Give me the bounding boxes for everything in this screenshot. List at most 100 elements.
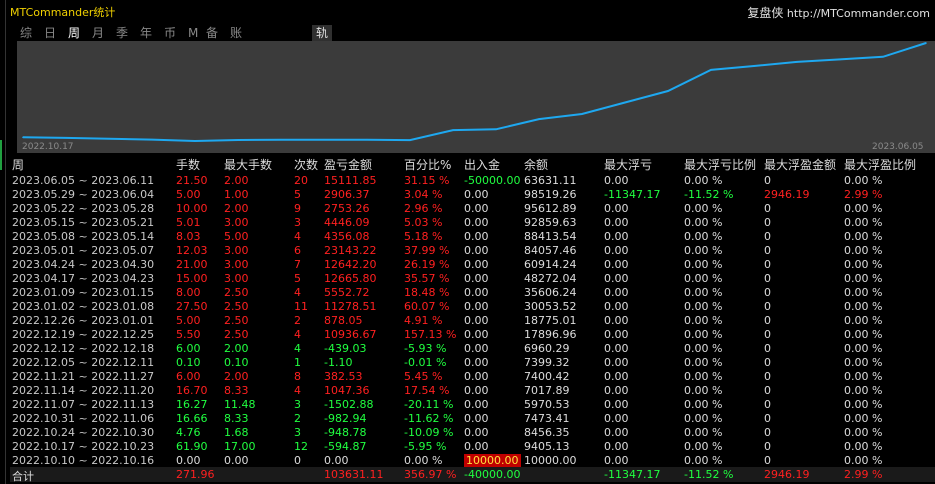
cell-max-lots: 0.10 [224,356,249,369]
column-header[interactable]: 次数 [294,158,319,172]
column-header[interactable]: 手数 [176,158,201,172]
cell-pnl: 4356.08 [324,230,370,243]
cell-max-dd: 0.00 [604,300,629,313]
cell-balance: 92859.63 [524,216,577,229]
cell-pnl: 15111.85 [324,174,377,187]
cell-max-fp: 0 [764,342,771,355]
cell-lots: 0.00 [176,454,201,467]
cell-max-dd: 0.00 [604,412,629,425]
table-row[interactable]: 2022.10.31 ~ 2022.11.06 16.66 8.33 2 -982.94… [10,412,935,426]
column-header[interactable]: 出入金 [464,158,501,172]
left-edge-strip [0,0,5,484]
cell-max-dd: 0.00 [604,454,629,467]
brand-url[interactable]: http://MTCommander.com [786,7,930,20]
tab-3[interactable]: 月 [92,26,105,40]
tab-10[interactable]: 轨迹 [312,25,333,56]
cell-week: 2022.10.10 ~ 2022.10.16 [12,454,155,467]
tab-2[interactable]: 周 [68,26,81,40]
cell-pnl: -594.87 [324,440,367,453]
table-row[interactable]: 2022.11.21 ~ 2022.11.27 6.00 2.00 8 382.53 5.… [10,370,935,384]
cell-pnl: 2906.37 [324,188,370,201]
column-header[interactable]: 百分比% [404,158,452,172]
cell-pct: -20.11 % [404,398,454,411]
cell-flow: 0.00 [464,202,489,215]
equity-point [710,69,712,71]
cell-count: 5 [294,188,301,201]
equity-point [65,137,67,139]
cell-flow: 0.00 [464,426,489,439]
table-row[interactable]: 2023.05.15 ~ 2023.05.21 5.01 3.00 3 4446.09 5… [10,216,935,230]
total-pct: 356.97 % [404,468,457,481]
table-row[interactable]: 2023.05.08 ~ 2023.05.14 8.03 5.00 4 4356.08 5… [10,230,935,244]
cell-pct: 31.15 % [404,174,450,187]
cell-pct: -10.09 % [404,426,454,439]
tab-6[interactable]: 币 [164,26,177,40]
cell-max-dd: 0.00 [604,272,629,285]
cell-count: 11 [294,300,308,313]
cell-max-fp-pct: 0.00 % [844,342,883,355]
column-header[interactable]: 最大浮亏比例 [684,158,757,172]
table-row[interactable]: 2022.12.12 ~ 2022.12.18 6.00 2.00 4 -439.03 -… [10,342,935,356]
table-row[interactable]: 2022.10.10 ~ 2022.10.16 0.00 0.00 0 0.00 0.00… [10,454,935,468]
cell-pnl: 10936.67 [324,328,377,341]
cell-flow: 0.00 [464,300,489,313]
cell-max-dd: 0.00 [604,314,629,327]
column-header[interactable]: 最大浮亏 [604,158,653,172]
cell-balance: 63631.11 [524,174,577,187]
equity-point [624,101,626,104]
table-row[interactable]: 2022.10.24 ~ 2022.10.30 4.76 1.68 3 -948.78 -… [10,426,935,440]
cell-max-fp-pct: 0.00 % [844,454,883,467]
tab-5[interactable]: 年 [140,26,153,40]
table-row[interactable]: 2023.04.17 ~ 2023.04.23 15.00 3.00 5 12665.8… [10,272,935,286]
cell-max-dd-pct: 0.00 % [684,370,723,383]
column-header[interactable]: 周 [12,158,25,172]
column-header[interactable]: 最大浮盈比例 [844,158,917,172]
cell-balance: 10000.00 [524,454,577,467]
column-header[interactable]: 余额 [524,158,549,172]
total-max-dd-pct: -11.52 % [684,468,734,481]
table-row[interactable]: 2022.12.05 ~ 2022.12.11 0.10 0.10 1 -1.10 -0.… [10,356,935,370]
table-row[interactable]: 2022.11.14 ~ 2022.11.20 16.70 8.33 4 1047.36… [10,384,935,398]
table-row[interactable]: 2023.05.29 ~ 2023.06.04 5.00 1.00 5 2906.37 3… [10,188,935,202]
tab-9[interactable]: 账户 [230,26,243,56]
cell-count: 4 [294,328,301,341]
cell-flow: 0.00 [464,188,489,201]
cell-max-dd-pct: 0.00 % [684,384,723,397]
tab-1[interactable]: 日 [44,26,57,40]
equity-point [151,138,153,141]
column-header[interactable]: 盈亏金额 [324,158,373,172]
tab-7[interactable]: M [188,26,199,40]
table-row[interactable]: 2023.04.24 ~ 2023.04.30 21.00 3.00 7 12642.2… [10,258,935,272]
cell-max-dd-pct: 0.00 % [684,426,723,439]
cell-balance: 48272.04 [524,272,577,285]
chart-end-date: 2023.06.05 [872,142,924,152]
table-row[interactable]: 2023.06.05 ~ 2023.06.11 21.50 2.00 20 15111.… [10,174,935,188]
cell-pct: -5.93 % [404,342,447,355]
table-row[interactable]: 2022.11.07 ~ 2022.11.13 16.27 11.48 3 -1502.… [10,398,935,412]
table-row[interactable]: 2022.12.19 ~ 2022.12.25 5.50 2.50 4 10936.67… [10,328,935,342]
table-row[interactable]: 2023.01.09 ~ 2023.01.15 8.00 2.50 4 5552.72 1… [10,286,935,300]
tab-0[interactable]: 综 [20,26,33,40]
cell-lots: 61.90 [176,440,208,453]
cell-max-dd-pct: 0.00 % [684,174,723,187]
equity-point [796,61,798,63]
total-max-fp: 2946.19 [764,468,810,481]
table-row[interactable]: 2023.05.01 ~ 2023.05.07 12.03 3.00 6 23143.2… [10,244,935,258]
cell-count: 6 [294,244,301,257]
cell-max-fp-pct: 0.00 % [844,412,883,425]
tab-8[interactable]: 备 [206,26,219,40]
cell-max-dd-pct: 0.00 % [684,454,723,467]
table-row[interactable]: 2023.01.02 ~ 2023.01.08 27.50 2.50 11 11278.… [10,300,935,314]
cell-max-dd-pct: 0.00 % [684,440,723,453]
cell-max-fp: 0 [764,314,771,327]
cell-max-dd-pct: 0.00 % [684,342,723,355]
tab-4[interactable]: 季 [116,26,129,40]
brand[interactable]: 复盘侠 http://MTCommander.com [747,4,930,21]
table-row[interactable]: 2022.10.17 ~ 2022.10.23 61.90 17.00 12 -594.… [10,440,935,454]
column-header[interactable]: 最大手数 [224,158,273,172]
table-row[interactable]: 2023.05.22 ~ 2023.05.28 10.00 2.00 9 2753.26… [10,202,935,216]
column-header[interactable]: 最大浮盈金额 [764,158,837,172]
cell-count: 3 [294,426,301,439]
cell-count: 2 [294,412,301,425]
table-row[interactable]: 2022.12.26 ~ 2023.01.01 5.00 2.50 2 878.05 4.… [10,314,935,328]
